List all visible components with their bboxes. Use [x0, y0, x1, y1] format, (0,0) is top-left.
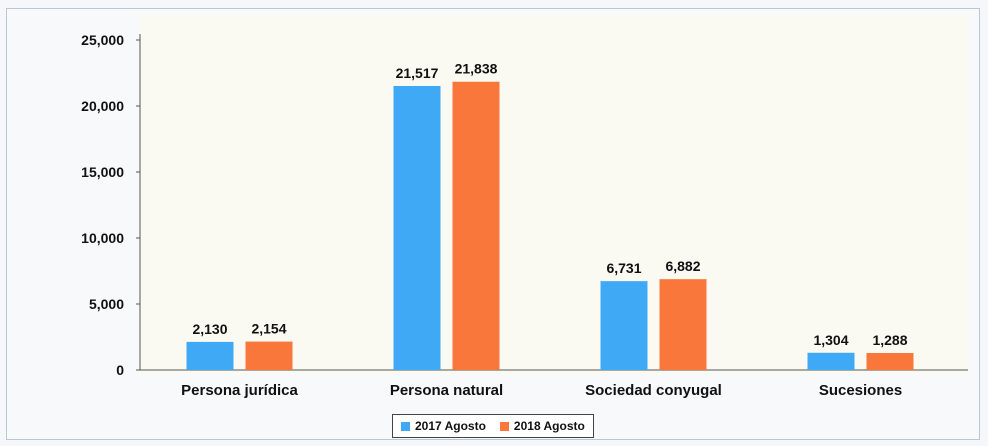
x-tick-label: Persona natural — [390, 382, 503, 399]
y-tick-label: 10,000 — [81, 230, 124, 246]
data-label: 21,517 — [396, 65, 439, 81]
y-tick-label: 0 — [116, 362, 124, 378]
legend-swatch-series-0 — [401, 421, 410, 431]
x-tick-label: Persona jurídica — [181, 382, 298, 399]
data-label: 1,288 — [872, 332, 907, 348]
legend-item-series-1: 2018 Agosto — [499, 419, 585, 433]
bar — [452, 81, 500, 370]
legend-item-series-0: 2017 Agosto — [401, 419, 486, 433]
x-tick-label: Sucesiones — [819, 382, 902, 399]
y-tick-label: 25,000 — [81, 32, 124, 48]
bar — [659, 279, 707, 370]
data-label: 2,130 — [192, 321, 227, 337]
data-label: 6,882 — [665, 258, 700, 274]
bar — [393, 85, 441, 371]
data-label: 6,731 — [606, 260, 641, 276]
chart-legend: 2017 Agosto 2018 Agosto — [392, 414, 594, 438]
bar — [186, 341, 234, 370]
legend-swatch-series-1 — [499, 421, 509, 431]
data-label: 21,838 — [455, 61, 498, 77]
bar — [866, 352, 914, 370]
data-label: 1,304 — [813, 332, 848, 348]
data-label: 2,154 — [251, 321, 286, 337]
y-tick-label: 20,000 — [81, 98, 124, 114]
x-tick-label: Sociedad conyugal — [585, 382, 722, 399]
plot-background — [140, 14, 968, 374]
legend-label-series-1: 2018 Agosto — [513, 419, 585, 433]
y-tick-label: 15,000 — [81, 164, 124, 180]
bar — [807, 352, 855, 370]
legend-label-series-0: 2017 Agosto — [415, 419, 486, 433]
y-tick-label: 5,000 — [89, 296, 124, 312]
bar — [245, 341, 293, 370]
bar — [600, 281, 648, 370]
